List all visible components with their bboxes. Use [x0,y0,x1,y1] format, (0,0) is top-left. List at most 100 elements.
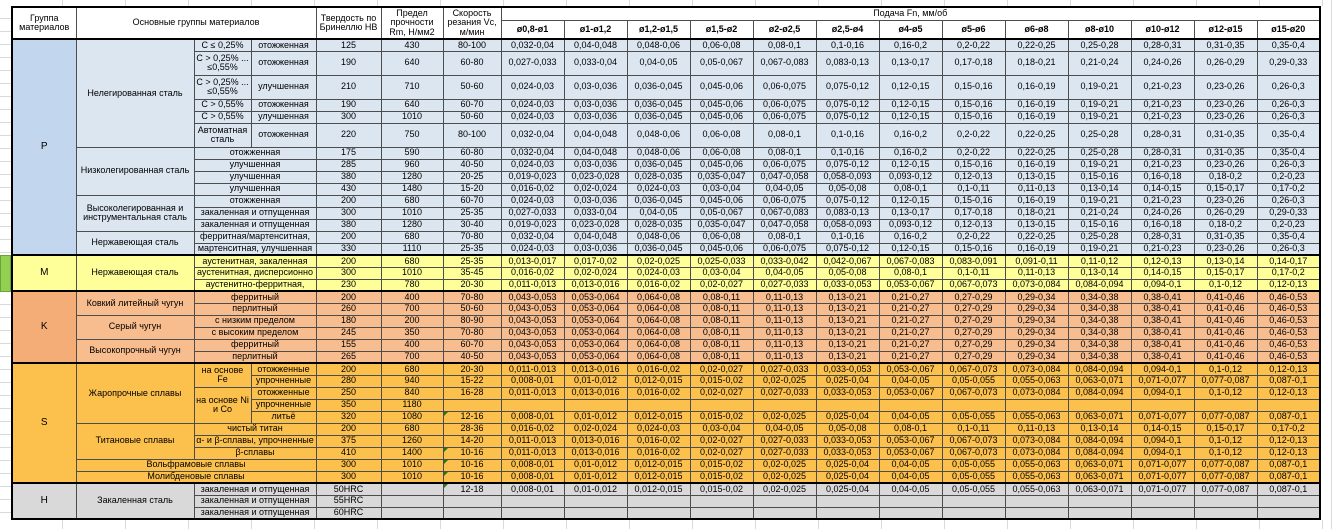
feed-cell[interactable]: 0,083-0,13 [815,206,880,220]
feed-cell[interactable]: 0,41-0,46 [1193,350,1258,364]
feed-cell[interactable]: 0,21-0,23 [1130,98,1195,112]
feed-cell[interactable]: 0,024-0,03 [500,242,565,256]
feed-cell[interactable]: 0,033-0,053 [815,362,880,376]
feed-cell[interactable]: 0,043-0,053 [500,326,565,340]
table-cell[interactable]: 640 [380,50,444,76]
feed-cell[interactable]: 0,013-0,016 [563,446,628,460]
feed-cell[interactable]: 0,012-0,015 [626,458,691,472]
feed-cell[interactable]: 0,033-0,04 [563,206,628,220]
feed-cell[interactable]: 0,35-0,4 [1256,122,1321,148]
feed-cell[interactable]: 0,064-0,08 [626,314,691,328]
table-cell[interactable]: 375 [315,434,382,448]
feed-cell[interactable]: 0,08-0,1 [752,122,817,148]
table-cell[interactable]: 265 [315,350,382,364]
feed-cell[interactable]: 0,093-0,12 [878,170,943,184]
feed-cell[interactable]: 0,05-0,067 [689,206,754,220]
feed-cell[interactable]: 0,016-0,02 [626,434,691,448]
material-class-cell-K[interactable]: K [11,290,77,364]
vc-cell[interactable]: 12-18 [442,482,502,496]
table-cell[interactable] [380,482,444,496]
table-cell[interactable]: 190 [315,50,382,76]
feed-cell[interactable]: 0,016-0,02 [626,362,691,376]
feed-cell[interactable]: 0,13-0,21 [815,350,880,364]
feed-cell[interactable] [626,398,691,412]
feed-cell[interactable]: 0,21-0,23 [1130,158,1195,172]
feed-cell[interactable]: 0,053-0,064 [563,338,628,352]
table-cell[interactable]: 260 [315,302,382,316]
material-class-cell-M[interactable]: M [11,254,77,292]
feed-cell[interactable]: 0,028-0,035 [626,170,691,184]
vc-cell[interactable]: 50-60 [442,110,502,124]
feed-cell[interactable]: 0,14-0,15 [1130,266,1195,280]
table-cell[interactable]: отожженная [250,50,317,76]
feed-cell[interactable]: 0,055-0,063 [1004,374,1069,388]
feed-cell[interactable]: 0,15-0,16 [941,158,1006,172]
feed-cell[interactable] [1004,506,1069,520]
table-cell[interactable]: 700 [380,302,444,316]
feed-cell[interactable]: 0,35-0,4 [1256,230,1321,244]
feed-cell[interactable]: 0,27-0,29 [941,326,1006,340]
table-cell[interactable]: 55HRC [315,494,382,508]
diameter-header[interactable]: ø0,8-ø1 [500,19,565,40]
feed-cell[interactable]: 0,21-0,27 [878,290,943,304]
table-cell[interactable]: 1010 [380,458,444,472]
feed-cell[interactable]: 0,05-0,055 [941,458,1006,472]
feed-cell[interactable]: 0,1-0,16 [815,38,880,52]
table-cell[interactable]: мартенситная, улучшенная [193,242,317,256]
feed-cell[interactable]: 0,077-0,087 [1193,482,1258,496]
table-cell[interactable]: 200 [315,290,382,304]
feed-cell[interactable]: 0,06-0,075 [752,74,817,100]
feed-cell[interactable]: 0,02-0,027 [689,434,754,448]
feed-cell[interactable]: 0,1-0,12 [1193,434,1258,448]
table-cell[interactable]: 400 [380,338,444,352]
feed-cell[interactable]: 0,11-0,13 [752,326,817,340]
feed-cell[interactable]: 0,38-0,41 [1130,326,1195,340]
feed-cell[interactable]: 0,027-0,033 [500,50,565,76]
feed-cell[interactable]: 0,1-0,16 [815,122,880,148]
feed-cell[interactable]: 0,064-0,08 [626,338,691,352]
feed-cell[interactable]: 0,075-0,12 [815,74,880,100]
table-cell[interactable]: ферритный [193,338,317,352]
table-cell[interactable]: 590 [380,146,444,160]
feed-cell[interactable]: 0,06-0,08 [689,38,754,52]
table-cell[interactable]: на основе Fe [193,362,252,388]
feed-cell[interactable]: 0,067-0,083 [878,254,943,268]
vc-cell[interactable]: 60-80 [442,50,502,76]
feed-cell[interactable]: 0,02-0,024 [563,182,628,196]
feed-cell[interactable]: 0,036-0,045 [626,242,691,256]
feed-cell[interactable]: 0,16-0,2 [878,122,943,148]
feed-cell[interactable]: 0,036-0,045 [626,194,691,208]
table-cell[interactable]: Жаропрочные сплавы [75,362,195,424]
feed-cell[interactable] [815,494,880,508]
feed-cell[interactable]: 0,027-0,033 [500,206,565,220]
feed-cell[interactable]: 0,067-0,073 [941,278,1006,292]
feed-cell[interactable]: 0,38-0,41 [1130,290,1195,304]
table-cell[interactable]: 680 [380,422,444,436]
feed-cell[interactable]: 0,21-0,23 [1130,242,1195,256]
feed-cell[interactable]: 0,26-0,3 [1256,158,1321,172]
feed-cell[interactable]: 0,12-0,15 [878,98,943,112]
feed-cell[interactable]: 0,048-0,06 [626,146,691,160]
feed-cell[interactable]: 0,075-0,12 [815,98,880,112]
feed-cell[interactable]: 0,083-0,091 [941,254,1006,268]
feed-cell[interactable]: 0,12-0,15 [878,242,943,256]
feed-cell[interactable] [1256,494,1321,508]
vc-cell[interactable]: 20-25 [442,170,502,184]
feed-cell[interactable]: 0,08-0,11 [689,302,754,316]
vc-cell[interactable]: 80-90 [442,314,502,328]
feed-cell[interactable]: 0,12-0,13 [1256,386,1321,400]
feed-cell[interactable]: 0,35-0,4 [1256,146,1321,160]
feed-cell[interactable]: 0,12-0,13 [1130,254,1195,268]
feed-cell[interactable]: 0,22-0,25 [1004,122,1069,148]
table-cell[interactable]: 430 [315,182,382,196]
feed-cell[interactable] [815,398,880,412]
table-cell[interactable]: 1010 [380,266,444,280]
table-cell[interactable]: 200 [315,254,382,268]
table-cell[interactable]: C ≤ 0,25% [193,38,252,52]
feed-cell[interactable]: 0,04-0,05 [752,266,817,280]
feed-cell[interactable]: 0,064-0,08 [626,290,691,304]
diameter-header[interactable]: ø10-ø12 [1130,19,1195,40]
feed-cell[interactable]: 0,23-0,26 [1193,74,1258,100]
table-cell[interactable]: отожженная [193,146,317,160]
feed-cell[interactable]: 0,25-0,28 [1067,230,1132,244]
